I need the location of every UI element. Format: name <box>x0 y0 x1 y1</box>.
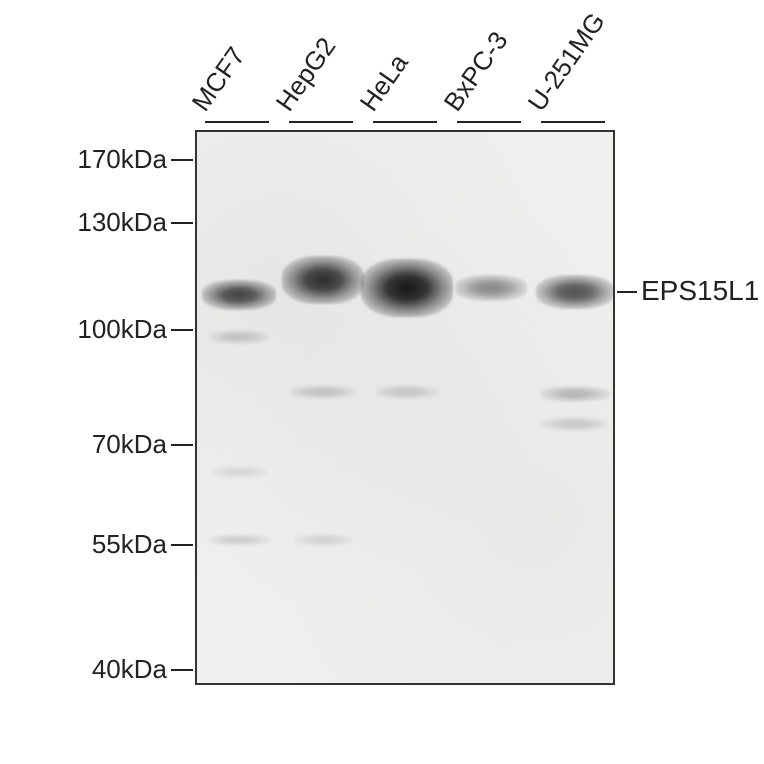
mw-label: 70kDa <box>0 429 167 460</box>
mw-tick <box>171 329 193 331</box>
blot-band <box>536 275 614 309</box>
blot-band <box>293 534 353 546</box>
blot-band <box>455 275 527 301</box>
lane-label: MCF7 <box>186 41 252 117</box>
blot-band <box>540 386 610 402</box>
blot-band <box>207 534 271 546</box>
lane-label: U-251MG <box>522 7 612 117</box>
blot-band <box>211 466 267 478</box>
mw-label: 170kDa <box>0 144 167 175</box>
membrane-background <box>197 132 613 683</box>
blot-band <box>361 259 453 317</box>
target-tick <box>617 291 637 293</box>
mw-label: 100kDa <box>0 314 167 345</box>
lane-underline <box>289 121 353 123</box>
lane-label: BxPC-3 <box>438 26 515 117</box>
blot-band <box>202 280 276 310</box>
blot-band <box>290 385 356 399</box>
lane-underline <box>457 121 521 123</box>
blot-band <box>541 417 609 431</box>
mw-tick <box>171 544 193 546</box>
mw-label: 55kDa <box>0 529 167 560</box>
lane-underline <box>205 121 269 123</box>
lane-label: HepG2 <box>270 32 343 117</box>
target-protein-label: EPS15L1 <box>641 275 759 307</box>
mw-tick <box>171 669 193 671</box>
mw-label: 40kDa <box>0 654 167 685</box>
mw-tick <box>171 159 193 161</box>
mw-tick <box>171 222 193 224</box>
lane-label: HeLa <box>354 48 415 117</box>
blot-membrane-box <box>195 130 615 685</box>
mw-tick <box>171 444 193 446</box>
lane-underline <box>541 121 605 123</box>
blot-band <box>375 385 439 399</box>
blot-band <box>209 330 269 344</box>
western-blot-figure: 170kDa 130kDa 100kDa 70kDa 55kDa 40kDa MCF7 He… <box>0 0 764 764</box>
blot-band <box>282 256 364 304</box>
mw-label: 130kDa <box>0 207 167 238</box>
lane-underline <box>373 121 437 123</box>
